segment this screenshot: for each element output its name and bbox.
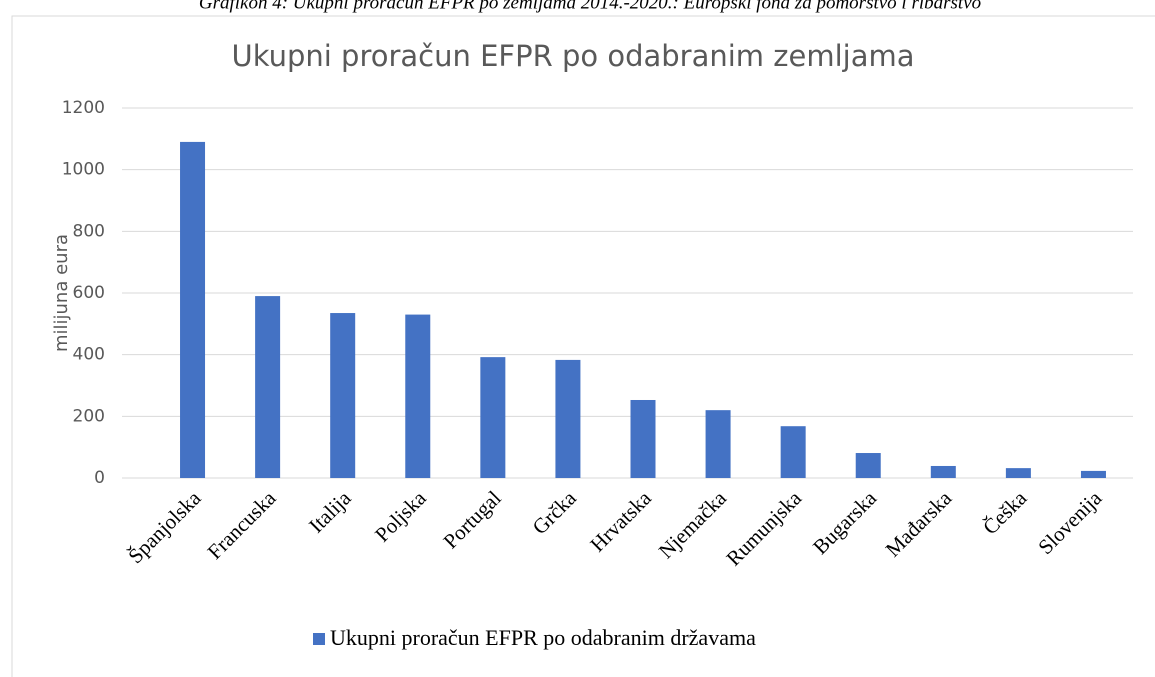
chart-frame — [11, 15, 1155, 677]
bar — [1005, 468, 1031, 478]
x-tick-label: Češka — [978, 485, 1032, 539]
y-tick-label: 600 — [73, 283, 105, 303]
y-axis-label: milijuna eura — [51, 234, 72, 352]
bar — [180, 141, 206, 478]
x-tick-label: Mađarska — [881, 485, 957, 561]
x-tick-label: Hrvatska — [585, 485, 656, 556]
legend-swatch — [313, 633, 325, 645]
bar — [255, 296, 281, 478]
x-tick-label: Rumunjska — [721, 485, 806, 570]
y-tick-label: 800 — [73, 221, 105, 241]
caption: Grafikon 4: Ukupni proračun EFPR po zeml… — [199, 0, 981, 13]
bar — [480, 357, 506, 478]
chart-title: Ukupni proračun EFPR po odabranim zemlja… — [231, 39, 914, 73]
x-tick-label: Njemačka — [654, 485, 732, 563]
y-tick-label: 200 — [73, 406, 105, 426]
x-tick-label: Italija — [304, 485, 356, 537]
legend-label: Ukupni proračun EFPR po odabranim država… — [330, 625, 756, 650]
bar — [855, 453, 881, 478]
y-tick-label: 0 — [94, 468, 105, 488]
y-tick-label: 400 — [73, 345, 105, 365]
bar — [705, 410, 731, 478]
bar — [405, 314, 431, 478]
x-tick-label: Španjolska — [123, 485, 206, 568]
x-tick-label: Bugarska — [808, 485, 882, 559]
x-tick-label: Grčka — [528, 485, 582, 539]
y-tick-label: 1000 — [62, 160, 105, 180]
x-tick-label: Francuska — [203, 485, 281, 563]
x-tick-label: Poljska — [370, 485, 431, 546]
bar — [555, 359, 581, 478]
bar — [780, 426, 806, 478]
x-tick-label: Slovenija — [1033, 485, 1107, 559]
bar — [330, 313, 356, 478]
bar — [930, 465, 956, 478]
y-tick-label: 1200 — [62, 98, 105, 118]
bar — [1080, 470, 1106, 478]
x-tick-label: Portugal — [438, 486, 505, 553]
bar — [630, 399, 656, 478]
